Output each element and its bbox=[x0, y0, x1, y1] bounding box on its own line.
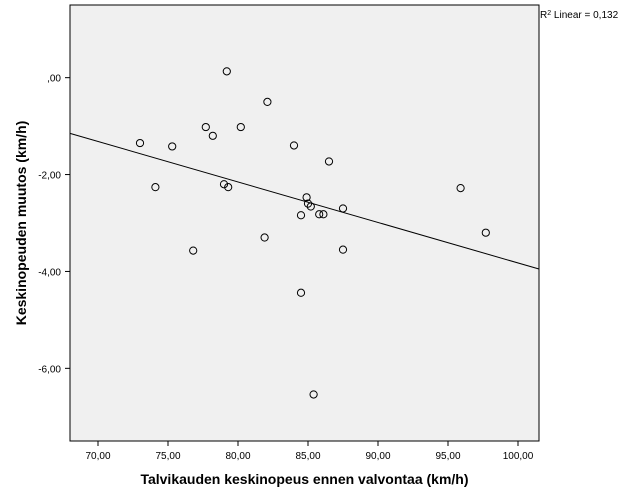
chart-marks bbox=[69, 67, 540, 399]
x-tick-label: 75,00 bbox=[155, 451, 180, 462]
data-point bbox=[319, 210, 328, 219]
x-tick-label: 70,00 bbox=[85, 451, 110, 462]
data-point bbox=[302, 193, 311, 202]
plot-area bbox=[69, 4, 540, 442]
data-point bbox=[296, 211, 306, 220]
data-point bbox=[219, 180, 229, 189]
y-tick-label: ,00 bbox=[47, 74, 61, 85]
data-point bbox=[315, 210, 324, 219]
data-point bbox=[289, 141, 299, 150]
data-point bbox=[306, 202, 315, 211]
r2-annotation: R2 Linear = 0,132 bbox=[540, 10, 619, 22]
data-point bbox=[236, 122, 245, 132]
y-tick-label: -6,00 bbox=[38, 364, 61, 375]
data-point bbox=[189, 246, 198, 255]
y-tick-label: -4,00 bbox=[38, 267, 61, 278]
x-tick-label: 95,00 bbox=[435, 451, 460, 462]
data-point bbox=[135, 138, 145, 148]
x-tick-label: 80,00 bbox=[225, 451, 250, 462]
chart-axes: 70,00 75,00 80,00 85,00 90,00 95,00 100,00 ,00 -… bbox=[38, 74, 534, 462]
data-point bbox=[338, 245, 348, 254]
x-tick-label: 85,00 bbox=[295, 451, 320, 462]
data-point bbox=[201, 122, 210, 132]
fit-line bbox=[69, 132, 540, 270]
data-point bbox=[296, 288, 306, 297]
x-tick-label: 90,00 bbox=[365, 451, 390, 462]
data-point bbox=[168, 142, 177, 151]
data-point bbox=[481, 228, 490, 237]
x-tick-label: 100,00 bbox=[503, 451, 534, 462]
data-point bbox=[338, 204, 348, 213]
data-point bbox=[324, 157, 334, 166]
data-point bbox=[208, 131, 217, 140]
x-axis-title: Talvikauden keskinopeus ennen valvontaa … bbox=[140, 471, 468, 487]
data-point bbox=[260, 233, 269, 242]
y-axis-title: Keskinopeuden muutos (km/h) bbox=[13, 121, 29, 326]
data-point bbox=[309, 390, 318, 399]
data-point bbox=[303, 199, 313, 208]
data-point bbox=[222, 67, 231, 76]
data-point bbox=[224, 183, 233, 192]
data-point bbox=[456, 184, 465, 193]
data-point bbox=[263, 97, 272, 106]
data-point bbox=[151, 183, 160, 192]
y-tick-label: -2,00 bbox=[38, 171, 61, 182]
